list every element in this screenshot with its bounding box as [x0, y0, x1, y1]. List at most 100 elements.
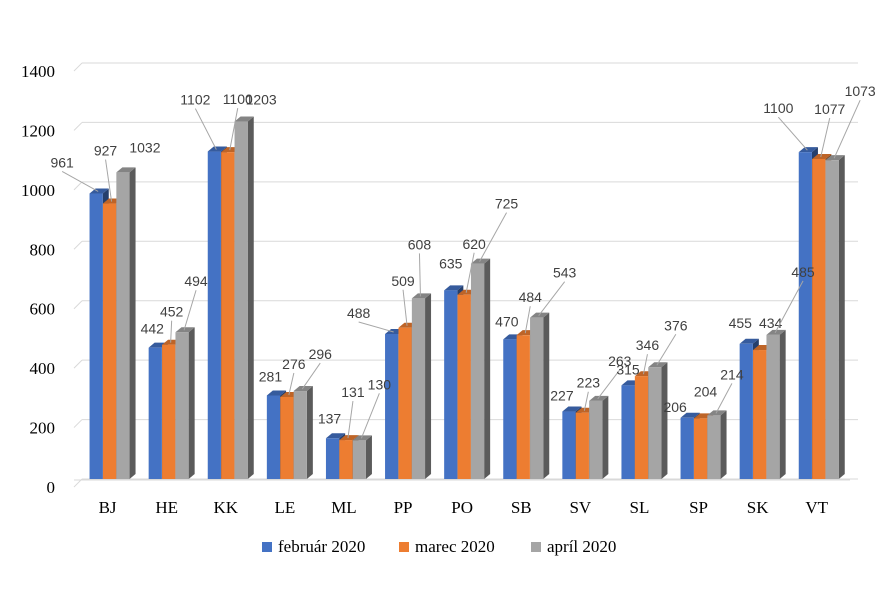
bar-side — [661, 362, 668, 479]
bar-top — [411, 293, 432, 299]
bar-side — [365, 435, 372, 479]
x-tick-label: SK — [747, 498, 769, 517]
bar-top — [325, 433, 346, 439]
leader-line — [777, 116, 808, 151]
y-tick-label: 600 — [30, 300, 56, 319]
bar-front — [589, 400, 603, 479]
data-label: 206 — [663, 399, 687, 415]
bar-side — [425, 293, 432, 479]
bar-side — [129, 167, 136, 479]
data-label: 296 — [309, 346, 333, 362]
bar-front — [693, 418, 708, 479]
data-label: 470 — [495, 313, 519, 329]
bar-top — [812, 153, 832, 159]
bar-front — [825, 160, 839, 479]
bar-front — [753, 350, 767, 479]
x-tick-label: SL — [630, 498, 650, 517]
bar-side — [602, 395, 609, 479]
bar-top — [825, 155, 845, 161]
bar-front — [634, 376, 649, 479]
y-axis: 0 200 400 600 800 1000 1200 1400 — [21, 62, 55, 497]
data-label: 509 — [391, 273, 415, 289]
data-label: 204 — [694, 383, 718, 399]
leader-line — [170, 320, 173, 343]
data-label: 484 — [519, 289, 543, 305]
bar-front — [293, 391, 307, 479]
leader-line — [833, 99, 861, 159]
data-label: 263 — [608, 353, 632, 369]
leader-line — [524, 306, 531, 334]
bar — [766, 329, 786, 479]
bar — [589, 395, 609, 479]
bar-front — [385, 333, 399, 479]
bar-top — [707, 410, 727, 416]
x-tick-label: PO — [451, 498, 473, 517]
data-label: 223 — [577, 375, 601, 391]
legend-label: február 2020 — [278, 537, 365, 556]
data-label: 1100 — [223, 91, 253, 107]
leader-line — [360, 393, 380, 439]
leader-line — [538, 281, 566, 316]
bar-front — [562, 411, 576, 479]
data-label: 1203 — [246, 92, 277, 108]
bar-side — [779, 329, 786, 479]
leader-line — [715, 383, 733, 414]
leader-line — [402, 289, 408, 326]
legend-swatch — [262, 542, 272, 552]
gridline-diagonal — [73, 359, 83, 369]
bar-front — [411, 298, 426, 479]
y-tick-label: 1400 — [21, 62, 55, 81]
bar-top — [234, 116, 254, 122]
bar-front — [325, 438, 340, 479]
y-tick-label: 1200 — [21, 121, 55, 140]
bar-front — [575, 412, 589, 479]
x-axis: BJ HE KK LE ML PP PO SB SV SL SP SK VT — [99, 498, 829, 517]
leader-line — [774, 280, 804, 334]
bar-front — [621, 385, 635, 479]
gridline-diagonal — [73, 62, 83, 72]
legend: február 2020 marec 2020 apríl 2020 — [262, 537, 616, 556]
data-label: 1073 — [845, 83, 876, 99]
bar-front — [648, 367, 662, 479]
bar-front — [766, 334, 780, 479]
bar-top — [470, 258, 491, 264]
bars — [89, 116, 845, 479]
data-label: 725 — [495, 196, 519, 212]
data-label: 434 — [759, 315, 783, 331]
data-label: 130 — [368, 376, 392, 392]
leader-line — [820, 117, 831, 158]
x-tick-label: SV — [569, 498, 591, 517]
bar-front — [739, 343, 753, 479]
bar-top — [680, 412, 700, 418]
bar-front — [503, 339, 517, 479]
legend-label: marec 2020 — [415, 537, 495, 556]
bar — [470, 258, 491, 479]
leader-line — [418, 253, 421, 297]
bar-front — [470, 263, 485, 479]
bar-side — [188, 327, 195, 479]
data-label: 455 — [729, 315, 753, 331]
x-tick-label: KK — [213, 498, 238, 517]
x-tick-label: LE — [274, 498, 295, 517]
x-tick-label: SB — [511, 498, 532, 517]
data-label: 137 — [318, 410, 342, 426]
bar-front — [175, 332, 189, 479]
leader-line — [358, 321, 394, 333]
data-label: 131 — [341, 384, 365, 400]
data-label: 1100 — [763, 100, 793, 116]
legend-swatch — [531, 542, 541, 552]
data-label: 543 — [553, 265, 577, 281]
bar-side — [838, 155, 845, 479]
data-label: 1077 — [814, 101, 845, 117]
x-tick-label: SP — [689, 498, 708, 517]
bar-top — [339, 435, 359, 441]
data-label: 376 — [664, 317, 688, 333]
bar-front — [707, 415, 721, 479]
leader-line — [229, 108, 239, 151]
bar-front — [266, 395, 281, 479]
data-label: 442 — [141, 321, 165, 337]
leader-line — [479, 212, 507, 262]
y-tick-label: 200 — [30, 419, 56, 438]
data-label: 281 — [259, 369, 283, 385]
